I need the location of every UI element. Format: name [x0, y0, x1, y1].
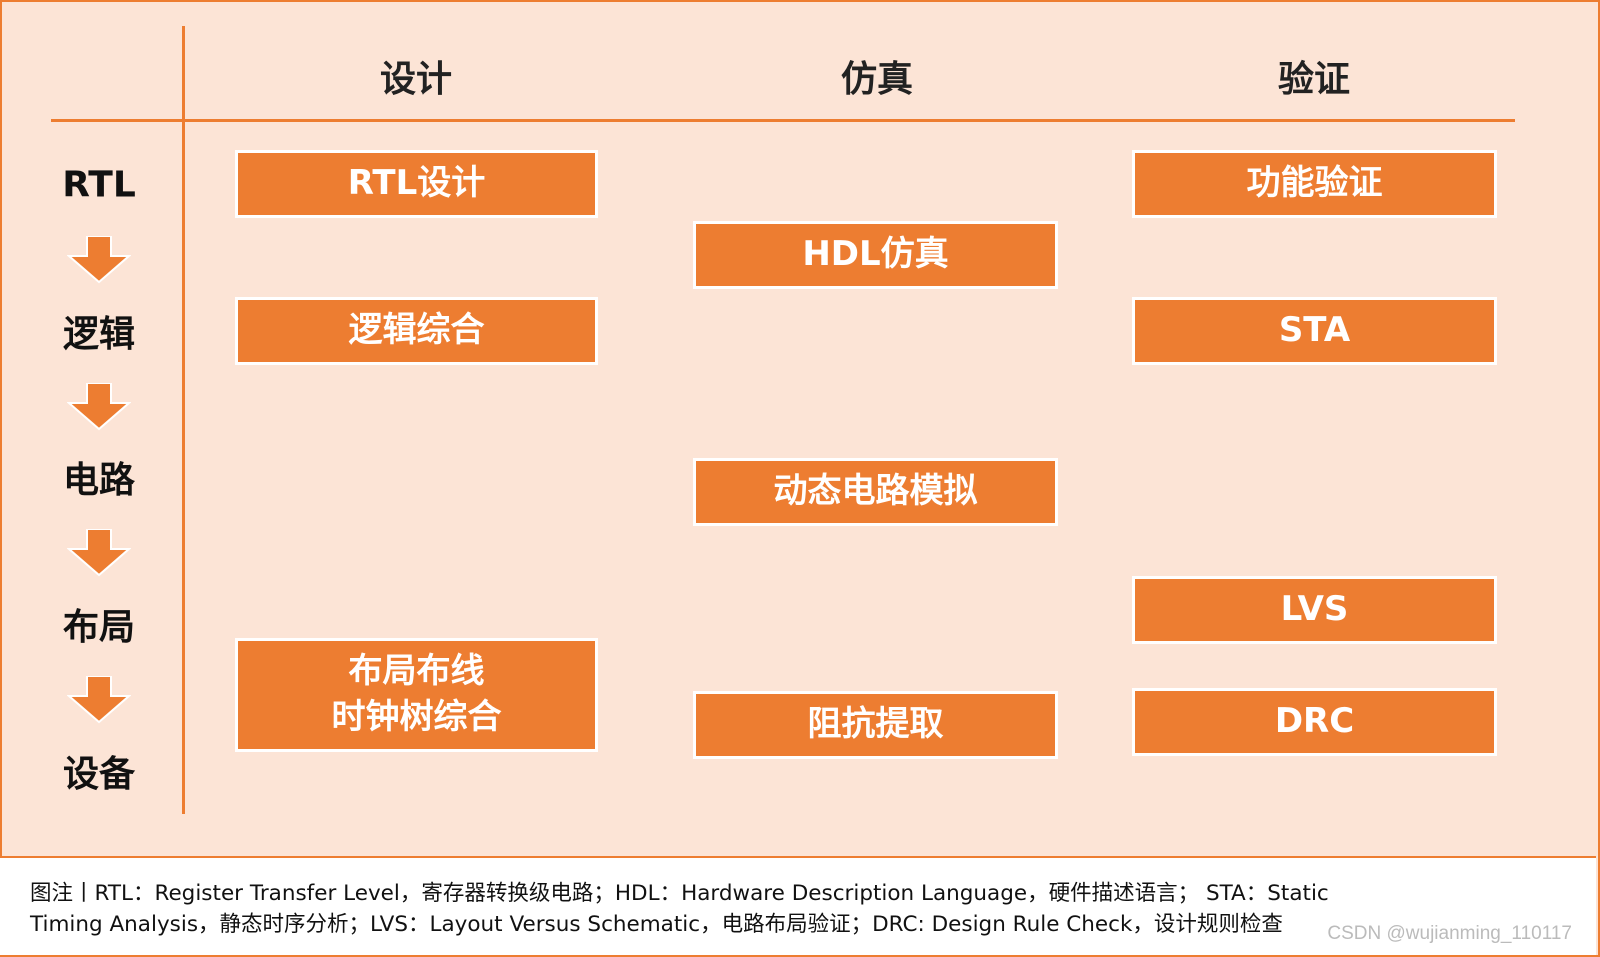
watermark: CSDN @wujianming_110117	[1327, 923, 1572, 944]
stage-circuit: 电路	[62, 460, 135, 501]
column-header-design: 设计	[379, 59, 452, 100]
box-rtl-design: RTL设计	[235, 150, 598, 218]
box-hdl-simulation: HDL仿真	[693, 221, 1058, 289]
stage-layout: 布局	[62, 607, 135, 648]
down-arrow-icon	[67, 383, 131, 431]
box-sta: STA	[1132, 297, 1497, 365]
box-drc: DRC	[1132, 688, 1497, 756]
down-arrow-icon	[67, 236, 131, 284]
box-place-route: 布局布线 时钟树综合	[235, 638, 598, 752]
down-arrow-icon	[67, 676, 131, 724]
stage-rtl: RTL	[62, 164, 136, 206]
box-lvs: LVS	[1132, 576, 1497, 644]
box-logic-synthesis: 逻辑综合	[235, 297, 598, 365]
box-dynamic-circuit-sim: 动态电路模拟	[693, 458, 1058, 526]
column-header-verification: 验证	[1277, 59, 1350, 100]
box-impedance-extraction: 阻抗提取	[693, 691, 1058, 759]
header-divider	[51, 119, 1515, 122]
stage-logic: 逻辑	[62, 314, 135, 355]
stage-divider	[182, 26, 185, 814]
box-functional-verification: 功能验证	[1132, 150, 1497, 218]
caption-line-2: Timing Analysis，静态时序分析；LVS：Layout Versus…	[30, 912, 1283, 937]
down-arrow-icon	[67, 529, 131, 577]
column-header-simulation: 仿真	[840, 59, 913, 100]
caption-line-1: 图注丨RTL：Register Transfer Level，寄存器转换级电路；…	[30, 881, 1329, 906]
box-place-route-line1: 布局布线	[348, 651, 485, 692]
stage-device: 设备	[62, 754, 135, 795]
caption-area	[0, 856, 1596, 955]
box-place-route-line2: 时钟树综合	[331, 697, 502, 737]
